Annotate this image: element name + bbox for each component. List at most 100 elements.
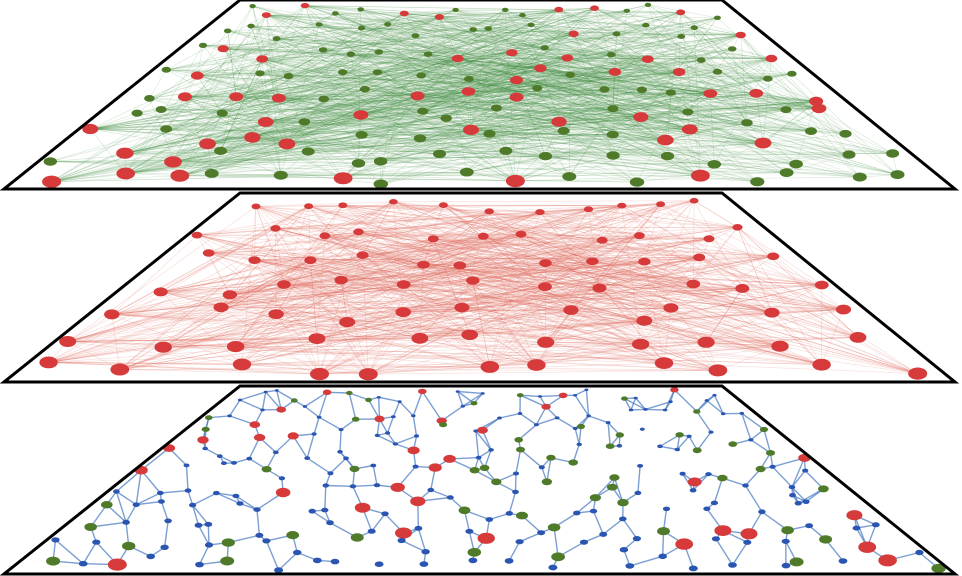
edge [335, 13, 768, 80]
node-red [477, 532, 495, 544]
edge [207, 14, 267, 144]
edge [278, 71, 680, 99]
edge [125, 14, 267, 174]
edge [483, 235, 672, 309]
node-green [464, 75, 474, 82]
edge [220, 121, 266, 152]
edge [419, 255, 774, 339]
edge [163, 286, 546, 348]
edge [222, 48, 288, 145]
edge [48, 211, 541, 363]
edge [276, 307, 671, 315]
edge [640, 343, 822, 366]
edge [343, 177, 638, 183]
node-blue [538, 465, 545, 470]
edge [220, 58, 263, 152]
edge [265, 121, 812, 132]
edge [67, 233, 522, 342]
edge [125, 92, 671, 174]
node-red [506, 49, 518, 57]
edge [341, 200, 695, 281]
edge [266, 14, 846, 135]
edge [197, 75, 421, 139]
edge [67, 206, 257, 342]
edge [470, 73, 792, 131]
node-blue [689, 488, 697, 493]
edge [319, 235, 640, 375]
edge [545, 262, 600, 289]
edge [208, 252, 774, 257]
edge [472, 260, 593, 281]
edge [207, 74, 571, 145]
edge [468, 91, 817, 102]
edge [220, 231, 359, 308]
edge [161, 109, 266, 123]
edge [614, 71, 792, 75]
edge [342, 204, 490, 212]
edge [417, 95, 517, 98]
edge [522, 14, 764, 144]
edge [90, 100, 817, 130]
node-green [372, 69, 383, 76]
edge [48, 211, 490, 363]
edge [254, 259, 645, 322]
edge [421, 9, 559, 76]
edge [740, 34, 850, 155]
edge [283, 206, 309, 285]
edge [639, 235, 694, 285]
edge [275, 235, 484, 315]
edge [324, 235, 772, 313]
edge [342, 52, 512, 73]
edge [443, 204, 822, 366]
node-blue [712, 393, 717, 397]
edge [235, 211, 490, 347]
edge [519, 412, 537, 426]
layer-bottom-frame [0, 384, 960, 576]
edge [262, 58, 516, 182]
edge [539, 200, 695, 213]
edge [520, 449, 543, 468]
edge [520, 233, 672, 309]
layer-middle [0, 191, 960, 384]
edge [283, 205, 622, 285]
node-red [451, 54, 464, 63]
edge [361, 27, 690, 130]
edge [254, 259, 470, 336]
node-blue [505, 511, 513, 516]
edge [433, 238, 707, 343]
node-blue [586, 414, 591, 418]
edge [184, 96, 820, 109]
edge [473, 29, 615, 73]
edge [588, 208, 738, 228]
edge [574, 394, 590, 417]
edge [160, 291, 243, 365]
node-blue [220, 461, 227, 466]
edge [67, 235, 326, 342]
edge [261, 58, 381, 162]
edge [432, 238, 471, 335]
edge [403, 238, 710, 285]
edge [166, 69, 893, 154]
edge [286, 9, 456, 145]
edge [220, 26, 252, 151]
edge [50, 58, 458, 162]
node-blue [468, 557, 478, 564]
edge [393, 201, 710, 240]
edge [229, 294, 420, 339]
node-green [577, 423, 585, 430]
edge [423, 264, 645, 322]
edge [592, 260, 772, 313]
node-red [339, 317, 356, 328]
edge [236, 9, 456, 98]
edge [489, 211, 781, 347]
edge [324, 235, 781, 347]
edge [222, 112, 747, 124]
edge [125, 34, 741, 174]
edge [499, 412, 521, 419]
edge [516, 47, 545, 81]
edge [197, 24, 320, 76]
edge [323, 98, 506, 152]
edge [90, 78, 469, 130]
edge [516, 57, 568, 98]
edge [360, 52, 512, 116]
